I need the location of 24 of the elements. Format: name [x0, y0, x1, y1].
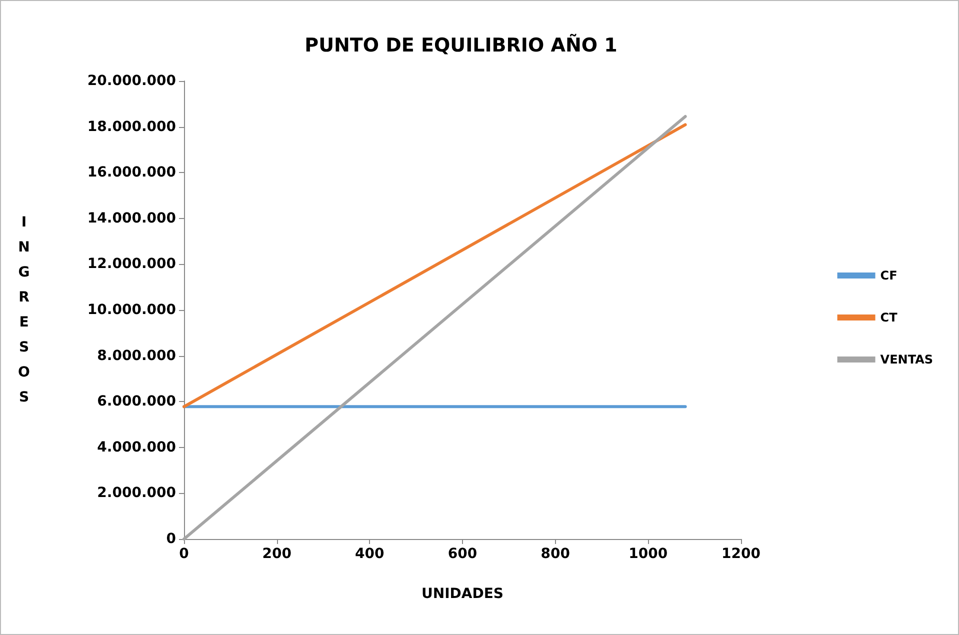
y-tick-label: 8.000.000	[97, 348, 176, 364]
y-tick-label: 20.000.000	[87, 73, 176, 89]
y-tick-label: 4.000.000	[97, 439, 176, 456]
chart-title: PUNTO DE EQUILIBRIO AÑO 1	[304, 34, 618, 56]
y-tick-label: 10.000.000	[87, 302, 176, 318]
x-tick-label: 200	[262, 546, 292, 562]
y-axis-title: INGRESOS	[18, 214, 30, 406]
y-tick-label: 18.000.000	[87, 118, 176, 135]
x-tick-label: 1000	[628, 546, 668, 562]
y-tick-label: 16.000.000	[87, 164, 176, 181]
x-tick-label: 1200	[722, 546, 761, 562]
y-tick-label: 0	[166, 531, 176, 547]
legend-label: CF	[880, 268, 898, 282]
y-tick-label: 6.000.000	[97, 394, 176, 410]
x-axis-title: UNIDADES	[421, 586, 504, 602]
x-tick-label: 0	[179, 546, 190, 562]
y-tick-label: 2.000.000	[97, 485, 176, 502]
x-tick-label: 600	[448, 546, 478, 562]
legend-label: VENTAS	[880, 352, 934, 366]
x-tick-label: 400	[355, 546, 385, 562]
y-tick-label: 12.000.000	[87, 256, 176, 272]
y-tick-label: 14.000.000	[87, 210, 176, 226]
x-tick-label: 800	[540, 546, 570, 562]
legend-label: CT	[880, 310, 898, 324]
